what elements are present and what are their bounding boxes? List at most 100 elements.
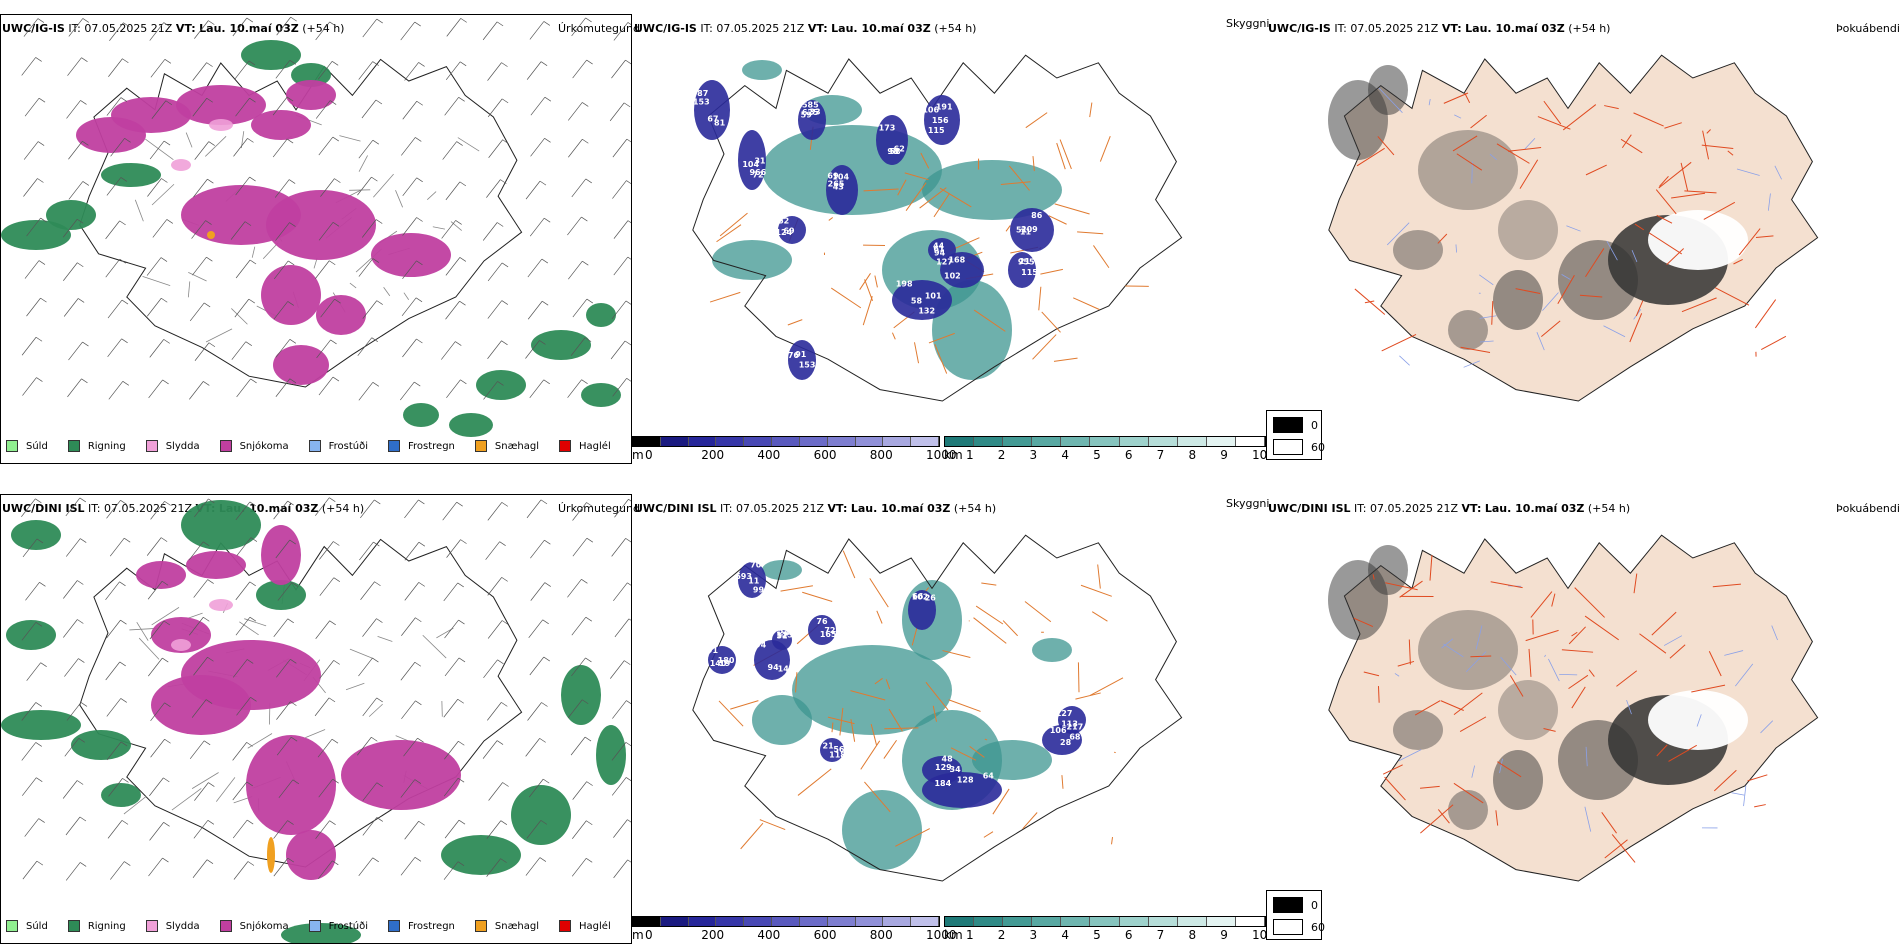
road-line <box>1659 175 1669 187</box>
wind-barb <box>148 857 169 877</box>
road-line <box>1093 245 1110 269</box>
road-line <box>884 727 919 730</box>
road-line <box>422 634 447 659</box>
wind-barb <box>278 779 300 799</box>
sleet-area <box>171 639 191 651</box>
road-line <box>1571 631 1578 637</box>
snow-area <box>151 675 251 735</box>
river-line <box>1471 161 1473 184</box>
cloud-base-value: 104 <box>832 172 849 181</box>
road-line <box>730 700 759 710</box>
snow-area <box>136 561 186 589</box>
wind-barb <box>193 579 214 598</box>
road-line <box>1464 93 1471 104</box>
wind-barb <box>442 141 463 160</box>
vt-label: VT: <box>1461 502 1482 515</box>
it-value: 07.05.2025 21Z <box>84 22 173 35</box>
river-line <box>1394 673 1400 677</box>
river-line <box>1454 114 1462 119</box>
wind-barb <box>443 698 464 718</box>
road-line <box>138 637 160 660</box>
road-line <box>1551 593 1556 607</box>
wind-barb <box>399 381 421 401</box>
it-value: 07.05.2025 21Z <box>716 22 805 35</box>
road-line <box>457 137 480 152</box>
river-line <box>1378 87 1403 113</box>
wind-barb <box>22 377 43 396</box>
wind-barb <box>530 539 551 559</box>
cloud-colorbar-tick: 0 <box>645 448 653 462</box>
road-line <box>862 296 873 326</box>
river-line <box>1465 651 1487 673</box>
wind-barb <box>528 619 549 639</box>
legend-swatch <box>145 440 158 452</box>
legend-swatch <box>388 440 400 452</box>
wind-barb <box>21 777 43 796</box>
road-line <box>870 723 877 746</box>
wind-barb <box>359 541 380 561</box>
snow-area <box>286 830 336 880</box>
wind-barb <box>150 702 171 722</box>
wind-barb <box>487 98 509 118</box>
road-line <box>1519 159 1539 189</box>
cloud-base-area <box>928 238 956 262</box>
wind-barb <box>68 18 90 37</box>
cloud-base-value: 69 <box>783 226 795 235</box>
vis-colorbar-tick: 9 <box>1220 448 1228 462</box>
wind-barb <box>571 858 593 877</box>
wind-barb <box>276 701 297 720</box>
wind-barb <box>106 698 127 717</box>
wind-barb <box>613 582 631 602</box>
lead-time: (+54 h) <box>302 22 345 35</box>
cloud-colorbar-color-step <box>633 437 661 446</box>
river-line <box>1479 315 1497 319</box>
wind-barb <box>315 100 337 119</box>
vis-colorbar-color-step <box>1177 917 1207 926</box>
road-line <box>709 291 741 303</box>
it-label: IT: <box>1334 22 1347 35</box>
river-line <box>1767 193 1771 211</box>
panel-header-fog: UWC/IG-IS IT: 07.05.2025 21Z VT: Lau. 10… <box>1268 22 1610 35</box>
wind-barb <box>527 258 549 278</box>
legend-item: Frostúði <box>308 440 368 452</box>
rain-area <box>101 163 161 187</box>
road-line <box>1025 112 1048 129</box>
road-line <box>973 617 1007 644</box>
fog-legend-item: 60 <box>1273 919 1325 935</box>
road-line <box>205 136 227 157</box>
wind-barb <box>572 298 594 318</box>
cloud-base-value: 76 <box>788 351 800 360</box>
road-line <box>1089 677 1124 696</box>
cloud-base-value: 43 <box>833 182 844 191</box>
legend-swatch <box>388 920 400 932</box>
fog-legend-item: 0 <box>1273 417 1318 433</box>
wind-barb <box>276 16 297 36</box>
wind-barb <box>404 541 426 561</box>
cloud-base-value: 67 <box>707 115 718 124</box>
wind-barb <box>105 581 126 601</box>
wind-barb <box>443 861 465 880</box>
road-line <box>1562 104 1597 131</box>
cloud-base-area <box>754 640 790 680</box>
wind-barb <box>151 100 173 119</box>
wind-barb <box>236 697 257 716</box>
wind-barb <box>149 822 170 841</box>
visibility-area <box>752 695 812 745</box>
wind-barb <box>276 736 298 756</box>
wind-barb <box>23 18 45 37</box>
vt-label: VT: <box>1441 22 1462 35</box>
land-area <box>1328 534 1819 882</box>
vis-colorbar-color-step <box>1177 437 1207 446</box>
road-line <box>339 135 361 142</box>
vis-colorbar-tick: 3 <box>1029 448 1038 462</box>
cloud-base-area <box>922 756 962 784</box>
road-line <box>1585 248 1605 278</box>
cloud-colorbar-color-step <box>744 917 773 926</box>
vis-colorbar-color-step <box>1061 437 1091 446</box>
road-line <box>1056 142 1066 170</box>
legend-swatch <box>6 920 18 932</box>
cloud-base-area <box>1008 252 1036 288</box>
cloud-colorbar-color-step <box>911 917 939 926</box>
road-line <box>759 819 786 831</box>
legend-swatch <box>474 440 487 452</box>
